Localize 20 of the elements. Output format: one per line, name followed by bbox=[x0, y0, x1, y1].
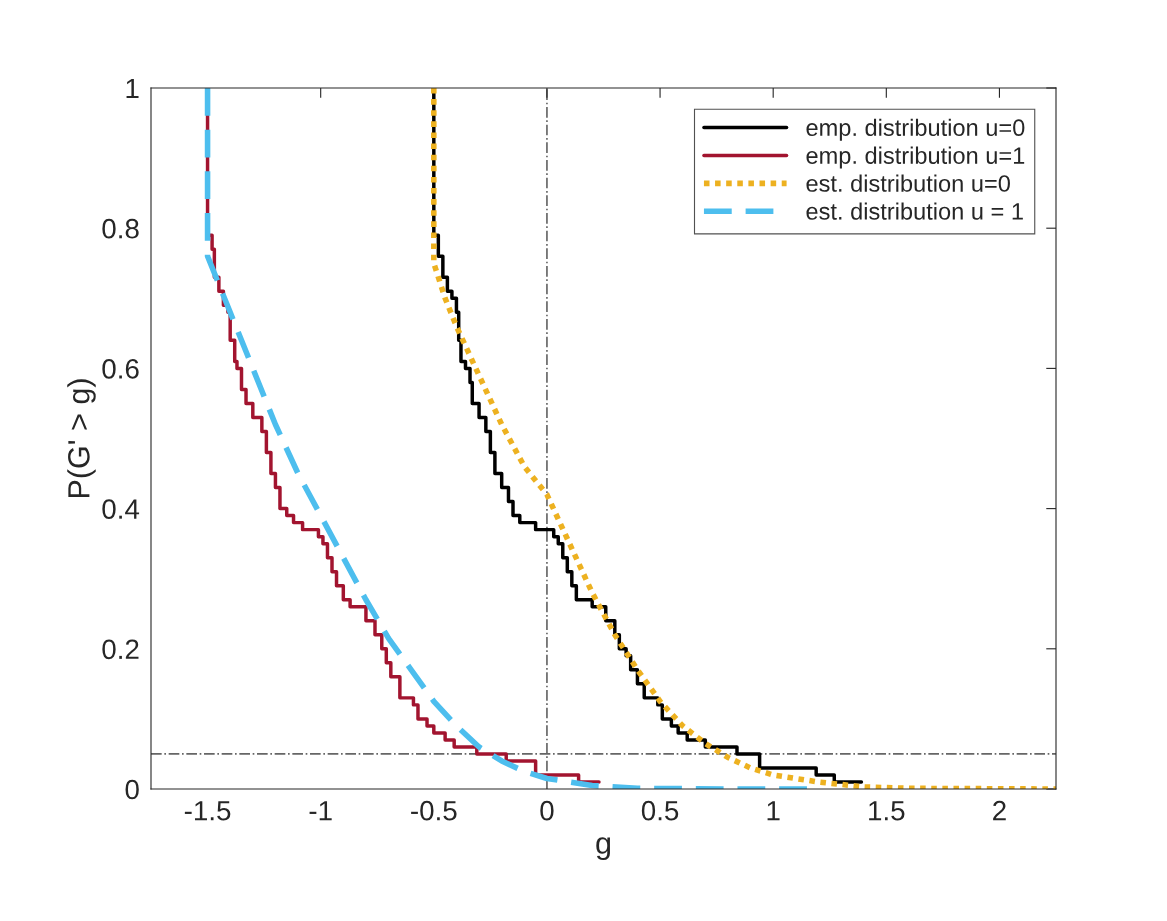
y-tick-label: 1 bbox=[126, 78, 139, 99]
x-tick-label: 0 bbox=[540, 800, 554, 821]
legend-label: emp. distribution u=0 bbox=[806, 118, 1025, 141]
y-tick-label: 0.4 bbox=[102, 499, 140, 519]
y-tick-label: 0.2 bbox=[102, 639, 139, 660]
x-tick-label: -0.5 bbox=[411, 800, 457, 821]
x-tick-label: 2 bbox=[993, 800, 1006, 821]
y-axis-title: P(G' > g) bbox=[67, 379, 96, 498]
x-tick-label: -1.5 bbox=[184, 801, 231, 821]
legend-label: emp. distribution u=1 bbox=[806, 146, 1025, 169]
x-tick-label: 1 bbox=[767, 801, 780, 821]
x-tick-label: 1.5 bbox=[869, 801, 905, 821]
x-tick-label: -1 bbox=[309, 801, 332, 821]
legend-label: est. distribution u = 1 bbox=[806, 202, 1023, 220]
x-tick-label: 0.5 bbox=[641, 800, 679, 821]
x-axis-title: g bbox=[596, 837, 611, 861]
y-tick-label: 0 bbox=[125, 779, 139, 800]
y-tick-label: 0.8 bbox=[102, 218, 139, 239]
legend-label: est. distribution u=0 bbox=[806, 174, 1010, 192]
y-tick-label: 0.6 bbox=[102, 359, 139, 379]
